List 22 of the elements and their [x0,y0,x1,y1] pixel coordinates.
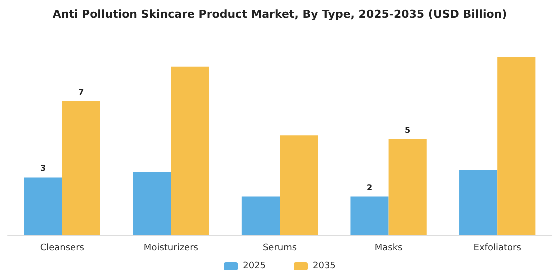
data-label: 3 [40,164,46,174]
bar [242,196,280,235]
x-tick-label: Exfoliators [474,244,522,254]
data-label: 7 [78,88,84,97]
chart-title: Anti Pollution Skincare Product Market, By Type, 2025-2035 (USD Billion) [52,8,508,21]
bar [498,57,536,235]
legend-label: 2025 [243,262,266,272]
x-tick-label: Moisturizers [144,244,199,254]
bar [280,136,318,235]
x-tick-label: Cleansers [40,244,85,254]
bar [24,178,62,235]
bar [388,140,427,235]
x-tick-label: Masks [374,244,404,254]
bar [171,66,210,235]
bar [62,101,100,235]
data-label: 2 [366,183,373,192]
bar [350,196,389,235]
data-label: 5 [405,126,412,135]
legend-label: 2035 [313,262,336,272]
x-tick-label: Serums [262,244,298,254]
bar [133,172,172,235]
bar [460,170,498,235]
